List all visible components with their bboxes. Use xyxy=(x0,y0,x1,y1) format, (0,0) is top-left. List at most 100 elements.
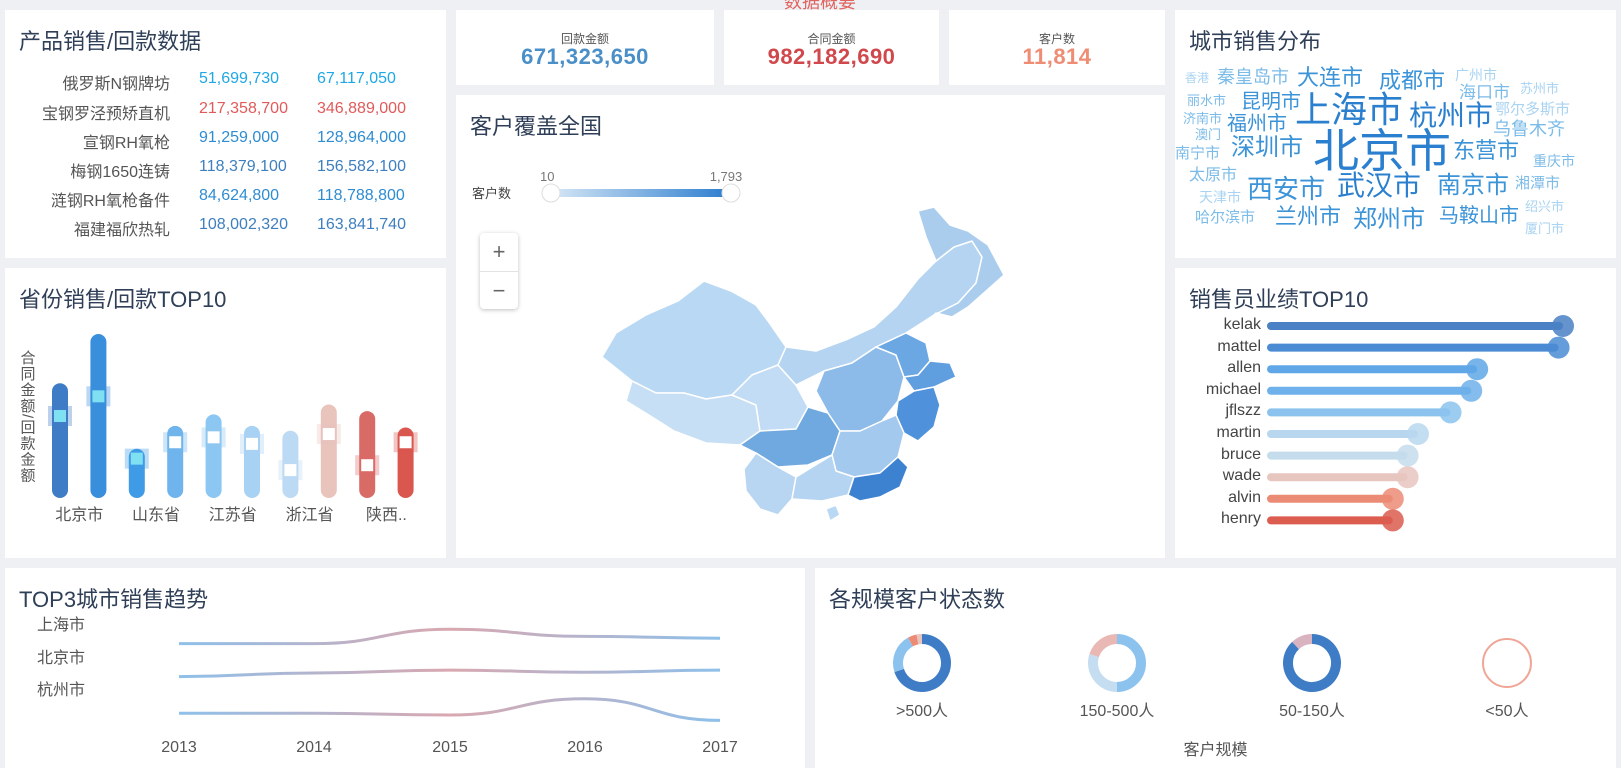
salesperson-bar-end[interactable] xyxy=(1466,358,1489,381)
province-payment-marker[interactable] xyxy=(169,436,182,449)
donut-slice[interactable] xyxy=(1482,638,1532,688)
province-payment-marker[interactable] xyxy=(246,437,258,450)
city-word[interactable]: 海口市 xyxy=(1459,83,1510,102)
city-word[interactable]: 天津市 xyxy=(1199,189,1241,205)
city-word[interactable]: 济南市 xyxy=(1183,111,1223,126)
city-word[interactable]: 苏州市 xyxy=(1520,81,1560,96)
province-payment-marker[interactable] xyxy=(399,436,412,449)
city-word[interactable]: 秦皇岛市 xyxy=(1217,67,1289,87)
city-word[interactable]: 福州市 xyxy=(1227,113,1287,135)
salesperson-bar-end[interactable] xyxy=(1396,444,1419,467)
city-word[interactable]: 上海市 xyxy=(1295,89,1404,130)
province-bar[interactable] xyxy=(359,411,376,498)
city-word[interactable]: 深圳市 xyxy=(1231,134,1303,161)
city-word[interactable]: 绍兴市 xyxy=(1525,199,1565,214)
salesperson-bar-end[interactable] xyxy=(1460,379,1483,402)
donut-slice[interactable] xyxy=(893,637,914,672)
product-row[interactable]: 福建福欣热轧 108,002,320 163,841,740 xyxy=(5,216,445,244)
city-word[interactable]: 鄂尔多斯市 xyxy=(1495,101,1571,118)
city-word[interactable]: 大连市 xyxy=(1297,65,1364,90)
customer-count-legend[interactable]: 10 1,793 客户数 xyxy=(456,165,776,225)
city-word[interactable]: 澳门 xyxy=(1195,127,1222,142)
city-word[interactable]: 西安市 xyxy=(1247,174,1326,204)
city-word[interactable]: 香港 xyxy=(1185,71,1210,85)
zoom-in-button[interactable]: + xyxy=(480,233,518,272)
city-word[interactable]: 重庆市 xyxy=(1533,153,1575,169)
city-word[interactable]: 哈尔滨市 xyxy=(1195,209,1256,226)
year-tick-label: 2017 xyxy=(702,739,738,756)
city-word[interactable]: 广州市 xyxy=(1455,67,1497,83)
province-payment-marker[interactable] xyxy=(361,459,374,472)
zoom-out-button[interactable]: − xyxy=(492,278,506,303)
product-row[interactable]: 俄罗斯N钢牌坊 51,699,730 67,117,050 xyxy=(5,70,445,98)
map-region-northeast[interactable] xyxy=(917,206,1005,318)
province-payment-marker[interactable] xyxy=(54,410,66,422)
map-region-hainan[interactable] xyxy=(825,504,841,522)
province-bar[interactable] xyxy=(205,414,222,498)
salesperson-bar-end[interactable] xyxy=(1381,487,1404,510)
city-word[interactable]: 昆明市 xyxy=(1241,91,1301,113)
city-word[interactable]: 乌鲁木齐 xyxy=(1493,119,1565,139)
salesperson-bar-end[interactable] xyxy=(1547,336,1570,359)
city-word[interactable]: 成都市 xyxy=(1379,68,1446,93)
donut-slice[interactable] xyxy=(1283,634,1341,692)
province-bar[interactable] xyxy=(90,334,107,498)
city-word[interactable]: 杭州市 xyxy=(1409,100,1494,131)
trend-line[interactable] xyxy=(178,668,721,679)
legend-handle-max[interactable] xyxy=(721,183,741,203)
salesperson-bar[interactable] xyxy=(1267,408,1451,417)
province-bar[interactable] xyxy=(52,383,68,498)
salesperson-bar[interactable] xyxy=(1267,430,1418,438)
map-region-central[interactable] xyxy=(815,346,905,432)
province-payment-marker[interactable] xyxy=(92,390,105,403)
city-word[interactable]: 南宁市 xyxy=(1175,145,1221,162)
legend-handle-min[interactable] xyxy=(541,183,561,203)
salesperson-bar[interactable] xyxy=(1267,516,1393,525)
province-payment-marker[interactable] xyxy=(284,464,297,477)
salesperson-bar[interactable] xyxy=(1267,494,1393,503)
product-row[interactable]: 梅钢1650连铸 118,379,100 156,582,100 xyxy=(5,158,445,186)
donut-slice[interactable] xyxy=(1089,634,1118,658)
city-word[interactable]: 兰州市 xyxy=(1275,204,1342,229)
product-row[interactable]: 宝钢罗泾预矫直机 217,358,700 346,889,000 xyxy=(5,100,445,128)
product-row[interactable]: 涟钢RH氧枪备件 84,624,800 118,788,800 xyxy=(5,187,445,215)
salesperson-bar[interactable] xyxy=(1267,473,1408,482)
salesperson-bar[interactable] xyxy=(1267,343,1559,352)
city-word[interactable]: 太原市 xyxy=(1189,167,1238,184)
salesperson-bar-end[interactable] xyxy=(1406,423,1429,445)
product-row[interactable]: 宣钢RH氧枪 91,259,000 128,964,000 xyxy=(5,129,445,157)
province-bar[interactable] xyxy=(320,404,337,498)
salesperson-bar-end[interactable] xyxy=(1439,401,1462,424)
china-map[interactable] xyxy=(456,95,1165,558)
trend-line[interactable] xyxy=(178,627,721,646)
city-word[interactable]: 湘潭市 xyxy=(1515,175,1561,192)
city-word[interactable]: 马鞍山市 xyxy=(1439,205,1519,227)
salesperson-bar-end[interactable] xyxy=(1552,315,1574,337)
map-region-yunnan[interactable] xyxy=(743,452,797,516)
city-word[interactable]: 北京市 xyxy=(1313,125,1451,177)
salesperson-bar-end[interactable] xyxy=(1396,466,1419,489)
x-tick-label: 陕西.. xyxy=(366,506,407,524)
city-word[interactable]: 丽水市 xyxy=(1187,93,1227,108)
province-payment-marker[interactable] xyxy=(130,452,143,465)
kpi-card-payment: 回款金额 671,323,650 xyxy=(456,10,714,85)
donut-slice[interactable] xyxy=(1088,654,1118,692)
city-word[interactable]: 东营市 xyxy=(1453,138,1520,163)
donut-slice[interactable] xyxy=(1116,634,1146,692)
salesperson-bar-end[interactable] xyxy=(1381,509,1404,532)
province-payment-marker[interactable] xyxy=(322,428,335,441)
trend-line[interactable] xyxy=(179,697,721,722)
city-word[interactable]: 武汉市 xyxy=(1337,170,1422,201)
map-region-guangdong[interactable] xyxy=(847,456,909,502)
salesperson-bar[interactable] xyxy=(1267,322,1563,330)
city-word[interactable]: 厦门市 xyxy=(1525,221,1565,236)
donut-slice[interactable] xyxy=(894,634,951,692)
salesperson-bar[interactable] xyxy=(1267,451,1408,460)
city-word[interactable]: 南京市 xyxy=(1437,172,1509,199)
donut-slice[interactable] xyxy=(908,634,919,647)
province-payment-marker[interactable] xyxy=(207,431,220,444)
city-word[interactable]: 郑州市 xyxy=(1353,206,1425,233)
salesperson-bar[interactable] xyxy=(1267,365,1478,374)
salesperson-bar[interactable] xyxy=(1267,386,1472,395)
donut-slice[interactable] xyxy=(1292,634,1313,650)
